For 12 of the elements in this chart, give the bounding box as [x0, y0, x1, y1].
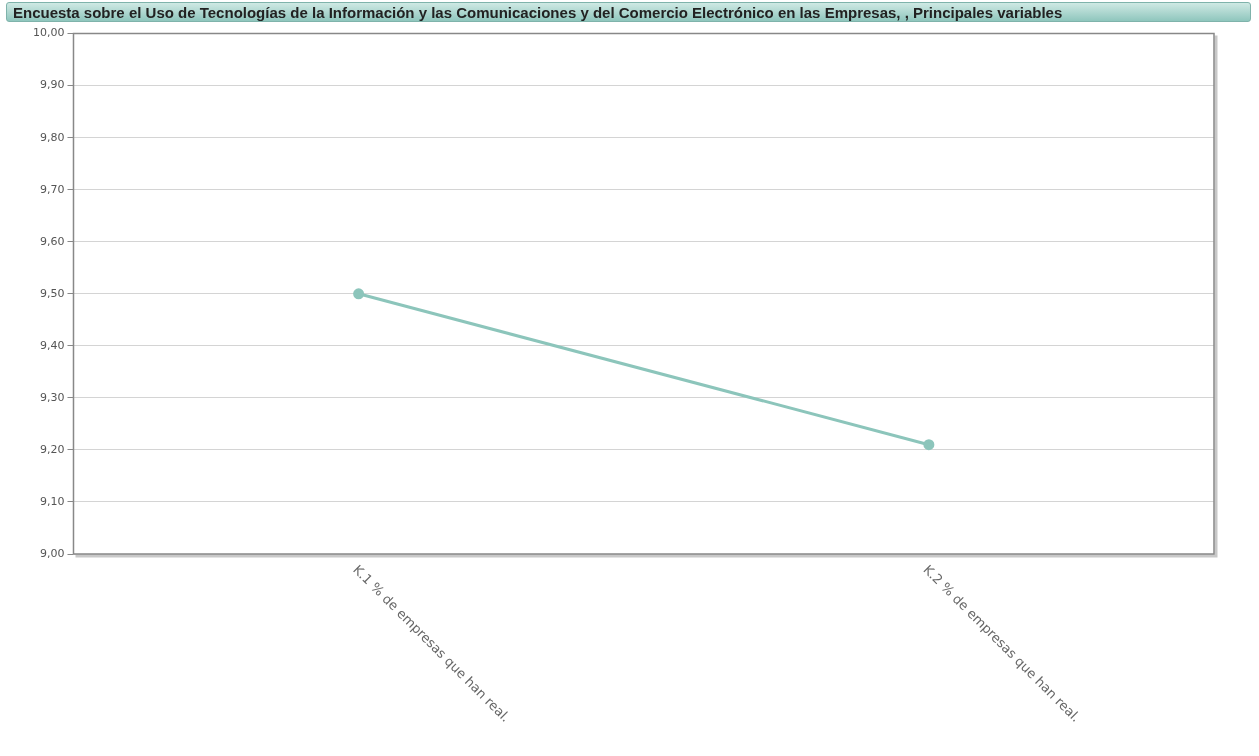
y-tick-label: 9,60 — [39, 234, 65, 248]
y-tick-label: 9,20 — [39, 442, 65, 456]
y-tick-label: 9,50 — [39, 286, 65, 300]
y-tick-label: 9,30 — [39, 390, 65, 404]
y-tick-label: 9,00 — [39, 546, 65, 560]
y-tick-label: 9,40 — [39, 338, 65, 352]
y-tick-label: 9,90 — [39, 78, 65, 92]
chart-title: Encuesta sobre el Uso de Tecnologías de la Información y las Comunicaciones y del Comercio Electrónico en las Empresas, , Principales variables — [6, 2, 1251, 22]
y-tick-label: 9,10 — [39, 494, 65, 508]
y-tick-label: 9,80 — [39, 130, 65, 144]
y-tick-label: 9,70 — [39, 182, 65, 196]
y-tick-label: 10,00 — [32, 26, 65, 40]
